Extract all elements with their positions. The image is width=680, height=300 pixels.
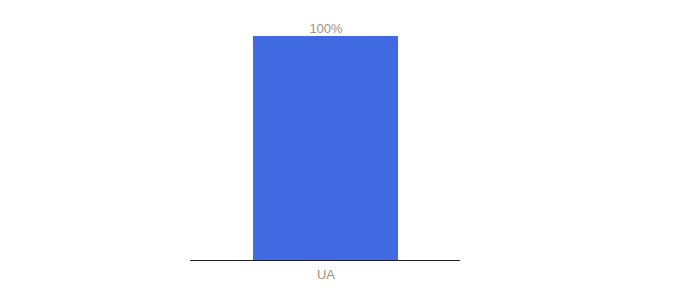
svg-text:100%: 100%	[309, 21, 343, 36]
svg-text:UA: UA	[317, 267, 335, 282]
